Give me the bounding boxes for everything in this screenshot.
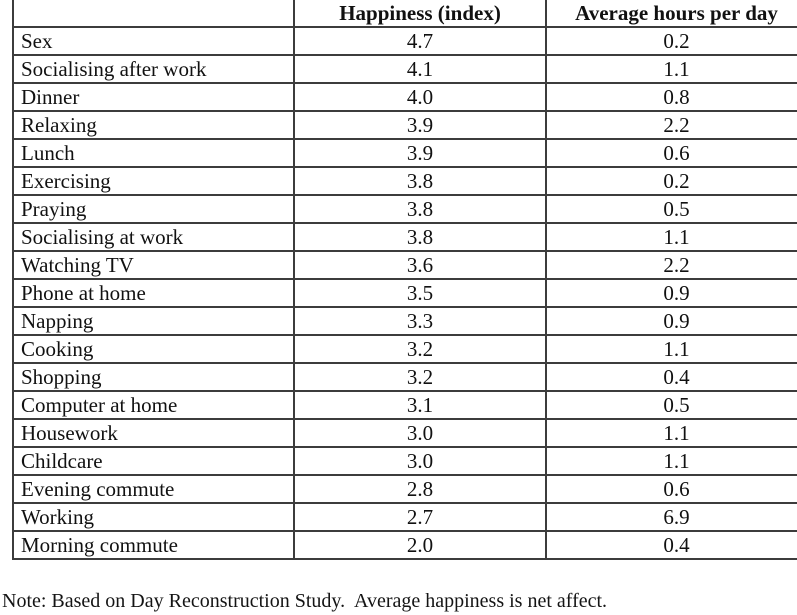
hours-cell: 6.9 <box>545 502 797 532</box>
activity-cell: Housework <box>12 418 295 448</box>
happiness-cell: 3.8 <box>293 194 547 224</box>
table-row: Socialising after work 4.1 1.1 <box>12 54 797 84</box>
table-row: Evening commute 2.8 0.6 <box>12 474 797 504</box>
hours-cell: 1.1 <box>545 446 797 476</box>
happiness-cell: 3.2 <box>293 362 547 392</box>
activity-cell: Napping <box>12 306 295 336</box>
hours-cell: 0.2 <box>545 166 797 196</box>
activity-cell: Working <box>12 502 295 532</box>
activity-happiness-table-container: Happiness (index) Average hours per day … <box>12 0 797 560</box>
happiness-cell: 3.8 <box>293 222 547 252</box>
happiness-cell: 3.0 <box>293 418 547 448</box>
table-row: Dinner 4.0 0.8 <box>12 82 797 112</box>
table-row: Sex 4.7 0.2 <box>12 26 797 56</box>
activity-cell: Computer at home <box>12 390 295 420</box>
happiness-cell: 3.0 <box>293 446 547 476</box>
table-row: Exercising 3.8 0.2 <box>12 166 797 196</box>
happiness-cell: 3.9 <box>293 110 547 140</box>
activity-cell: Socialising after work <box>12 54 295 84</box>
hours-cell: 0.5 <box>545 194 797 224</box>
table-row: Housework 3.0 1.1 <box>12 418 797 448</box>
activity-cell: Praying <box>12 194 295 224</box>
hours-cell: 0.9 <box>545 278 797 308</box>
hours-cell: 0.2 <box>545 26 797 56</box>
activity-cell: Childcare <box>12 446 295 476</box>
hours-cell: 0.5 <box>545 390 797 420</box>
table-body: Sex 4.7 0.2 Socialising after work 4.1 1… <box>12 26 797 560</box>
activity-cell: Exercising <box>12 166 295 196</box>
table-row: Computer at home 3.1 0.5 <box>12 390 797 420</box>
happiness-cell: 3.5 <box>293 278 547 308</box>
hours-cell: 0.9 <box>545 306 797 336</box>
table-row: Relaxing 3.9 2.2 <box>12 110 797 140</box>
table-row: Watching TV 3.6 2.2 <box>12 250 797 280</box>
hours-cell: 0.4 <box>545 362 797 392</box>
table-row: Lunch 3.9 0.6 <box>12 138 797 168</box>
happiness-cell: 3.3 <box>293 306 547 336</box>
header-average-hours: Average hours per day <box>545 0 797 28</box>
happiness-cell: 3.8 <box>293 166 547 196</box>
happiness-cell: 3.1 <box>293 390 547 420</box>
activity-cell: Shopping <box>12 362 295 392</box>
hours-cell: 1.1 <box>545 222 797 252</box>
table-row: Shopping 3.2 0.4 <box>12 362 797 392</box>
happiness-cell: 2.8 <box>293 474 547 504</box>
hours-cell: 2.2 <box>545 250 797 280</box>
hours-cell: 0.4 <box>545 530 797 560</box>
activity-cell: Phone at home <box>12 278 295 308</box>
activity-cell: Relaxing <box>12 110 295 140</box>
happiness-cell: 2.7 <box>293 502 547 532</box>
happiness-cell: 4.1 <box>293 54 547 84</box>
table-row: Phone at home 3.5 0.9 <box>12 278 797 308</box>
hours-cell: 0.6 <box>545 474 797 504</box>
hours-cell: 1.1 <box>545 418 797 448</box>
hours-cell: 0.8 <box>545 82 797 112</box>
happiness-cell: 3.6 <box>293 250 547 280</box>
happiness-cell: 4.7 <box>293 26 547 56</box>
activity-cell: Morning commute <box>12 530 295 560</box>
table-header-row: Happiness (index) Average hours per day <box>12 0 797 28</box>
activity-cell: Sex <box>12 26 295 56</box>
happiness-cell: 4.0 <box>293 82 547 112</box>
activity-cell: Cooking <box>12 334 295 364</box>
table-row: Childcare 3.0 1.1 <box>12 446 797 476</box>
table-footnote: Note: Based on Day Reconstruction Study.… <box>2 590 608 612</box>
table-row: Praying 3.8 0.5 <box>12 194 797 224</box>
activity-cell: Watching TV <box>12 250 295 280</box>
table-row: Socialising at work 3.8 1.1 <box>12 222 797 252</box>
activity-cell: Socialising at work <box>12 222 295 252</box>
hours-cell: 1.1 <box>545 334 797 364</box>
table-row: Cooking 3.2 1.1 <box>12 334 797 364</box>
happiness-cell: 3.9 <box>293 138 547 168</box>
header-happiness-index: Happiness (index) <box>293 0 547 28</box>
activity-cell: Evening commute <box>12 474 295 504</box>
header-activity <box>12 0 295 28</box>
activity-cell: Dinner <box>12 82 295 112</box>
happiness-cell: 2.0 <box>293 530 547 560</box>
table-row: Napping 3.3 0.9 <box>12 306 797 336</box>
happiness-cell: 3.2 <box>293 334 547 364</box>
table-row: Working 2.7 6.9 <box>12 502 797 532</box>
hours-cell: 0.6 <box>545 138 797 168</box>
table-row: Morning commute 2.0 0.4 <box>12 530 797 560</box>
activity-cell: Lunch <box>12 138 295 168</box>
hours-cell: 1.1 <box>545 54 797 84</box>
activity-happiness-table: Happiness (index) Average hours per day … <box>12 0 797 560</box>
hours-cell: 2.2 <box>545 110 797 140</box>
